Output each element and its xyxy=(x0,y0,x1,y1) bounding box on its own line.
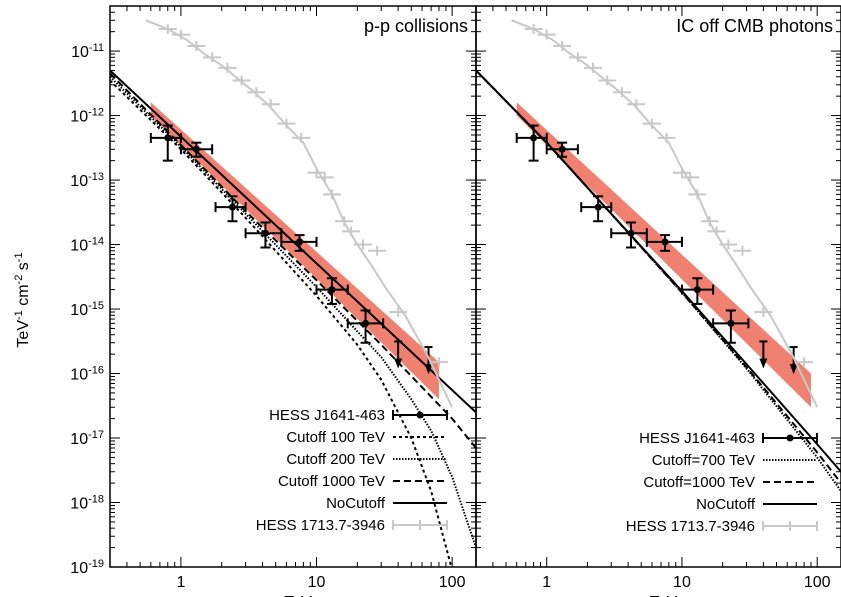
y-tick-exp: -15 xyxy=(88,300,104,312)
y-tick-label: 10-14 xyxy=(70,236,104,255)
x-tick-label: 1 xyxy=(542,574,551,591)
model-curve-cutoff-700-tev xyxy=(476,69,841,492)
y-axis-title-part: cm xyxy=(15,284,32,310)
legend-swatch xyxy=(786,434,794,442)
x-axis-title: TeV xyxy=(650,594,678,597)
legend-label: Cutoff 100 TeV xyxy=(286,429,385,446)
y-tick-base: 10 xyxy=(70,238,88,255)
hess-j1641-point xyxy=(328,286,336,294)
y-tick-label: 10-15 xyxy=(70,300,104,319)
hess-j1641-point xyxy=(296,238,304,246)
hess-j1641-point xyxy=(693,286,701,294)
hess-j1641-point xyxy=(530,134,538,142)
model-curve-cutoff-1000-tev xyxy=(110,72,476,449)
y-tick-base: 10 xyxy=(70,109,88,126)
legend-label: Cutoff 1000 TeV xyxy=(278,473,385,490)
y-tick-base: 10 xyxy=(70,496,88,513)
legend-label: Cutoff=700 TeV xyxy=(652,452,755,469)
model-curve-cutoff-200-tev xyxy=(110,76,476,548)
legend-label: Cutoff=1000 TeV xyxy=(643,474,755,491)
hess-1713-model-line xyxy=(145,19,454,408)
y-axis-title-part: TeV xyxy=(15,320,32,348)
plot-area xyxy=(110,19,476,567)
panel-pp-collisions: 110100TeV10-1910-1810-1710-1610-1510-141… xyxy=(70,5,477,597)
plot-frame xyxy=(475,5,841,568)
x-tick-label: 10 xyxy=(308,574,326,591)
legend-label: HESS 1713.7-3946 xyxy=(626,518,755,535)
panel-title: p-p collisions xyxy=(364,16,468,36)
y-tick-label: 10-11 xyxy=(71,42,104,61)
upper-limit-arrow xyxy=(789,364,798,375)
y-axis-title-part: -1 xyxy=(13,252,25,262)
model-curve-cutoff-100-tev xyxy=(110,79,453,567)
x-tick-label: 1 xyxy=(176,574,185,591)
y-tick-base: 10 xyxy=(70,431,88,448)
y-tick-label: 10-12 xyxy=(70,107,104,126)
y-axis-title-part: -1 xyxy=(13,310,25,320)
panel-title: IC off CMB photons xyxy=(676,16,833,36)
spectral-fit-band xyxy=(516,102,811,408)
legend-swatch xyxy=(416,411,424,419)
y-tick-label: 10-17 xyxy=(70,429,104,448)
y-tick-base: 10 xyxy=(71,44,89,61)
y-tick-exp: -18 xyxy=(88,494,104,506)
y-tick-exp: -13 xyxy=(88,171,104,183)
legend-label: NoCutoff xyxy=(326,495,386,512)
y-tick-base: 10 xyxy=(70,173,88,190)
hess-j1641-point xyxy=(192,145,200,153)
hess-j1641-point xyxy=(661,238,669,246)
hess-j1641-point xyxy=(558,145,566,153)
hess-j1641-point xyxy=(362,319,370,327)
y-tick-label: 10-16 xyxy=(70,365,104,384)
legend-label: HESS J1641-463 xyxy=(269,407,385,424)
y-tick-label: 10-18 xyxy=(70,494,104,513)
legend-label: Cutoff 200 TeV xyxy=(286,451,385,468)
y-tick-base: 10 xyxy=(70,302,88,319)
hess-1713-model-line xyxy=(511,19,819,408)
x-axis-title: TeV xyxy=(284,594,312,597)
y-tick-base: 10 xyxy=(70,367,88,384)
upper-limit-arrow xyxy=(759,358,768,369)
y-tick-base: 10 xyxy=(70,560,88,577)
y-tick-exp: -16 xyxy=(88,365,104,377)
y-axis-title-part: s xyxy=(15,262,32,274)
x-tick-label: 10 xyxy=(673,574,691,591)
y-tick-label: 10-19 xyxy=(70,558,104,577)
legend-label: HESS J1641-463 xyxy=(639,430,755,447)
y-axis-title: TeV-1 cm-2 s-1 xyxy=(13,252,32,347)
y-tick-exp: -19 xyxy=(88,558,104,570)
y-tick-exp: -17 xyxy=(88,429,104,441)
legend-label: HESS 1713.7-3946 xyxy=(256,517,385,534)
hess-j1641-point xyxy=(727,319,735,327)
y-tick-exp: -14 xyxy=(88,236,104,248)
panel-ic-cmb: 1 10 100 TeV IC off CMB photons HESS J1641-46… xyxy=(475,5,841,597)
y-tick-exp: -12 xyxy=(88,107,104,119)
y-axis-title-part: -2 xyxy=(13,275,25,285)
y-tick-label: 10-13 xyxy=(70,171,104,190)
x-tick-label: 100 xyxy=(439,574,466,591)
hess-j1641-point xyxy=(594,203,602,211)
model-curve-nocutoff xyxy=(110,69,476,414)
y-tick-exp: -11 xyxy=(89,42,104,54)
plot-area xyxy=(476,19,841,492)
x-tick-label: 100 xyxy=(804,574,831,591)
legend-label: NoCutoff xyxy=(696,496,756,513)
model-curve-nocutoff xyxy=(476,69,841,473)
